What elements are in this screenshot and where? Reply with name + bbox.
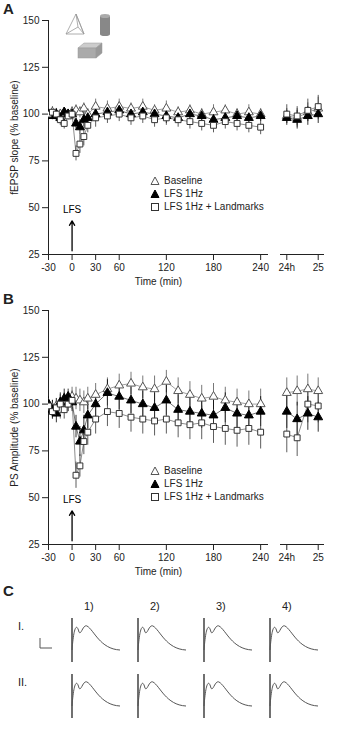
svg-text:0: 0 [69,262,75,273]
html-text:LFS 1Hz: LFS 1Hz [164,478,203,489]
svg-text:-30: -30 [41,552,56,563]
svg-text:24h: 24h [278,262,295,273]
svg-text:100: 100 [23,398,40,409]
svg-text:75: 75 [28,155,40,166]
svg-text:Time (min): Time (min) [135,276,182,287]
svg-text:150: 150 [23,305,40,316]
svg-text:150: 150 [23,15,40,26]
svg-text:LFS: LFS [63,204,82,215]
svg-text:30: 30 [90,262,102,273]
svg-text:100: 100 [23,108,40,119]
svg-text:fEPSP slope (% baseline): fEPSP slope (% baseline) [9,80,20,194]
svg-text:25: 25 [28,249,40,260]
svg-text:II.: II. [18,676,27,688]
svg-text:PS Amplitude (% baseline): PS Amplitude (% baseline) [9,368,20,486]
svg-text:30: 30 [90,552,102,563]
svg-text:25: 25 [313,552,325,563]
svg-text:3): 3) [216,600,226,612]
svg-text:60: 60 [114,552,126,563]
svg-text:1): 1) [84,600,94,612]
svg-text:125: 125 [23,62,40,73]
svg-text:C: C [3,582,14,599]
svg-text:240: 240 [252,552,269,563]
svg-text:24h: 24h [278,552,295,563]
html-text:Baseline: Baseline [164,175,203,186]
html-text:B: B [3,290,14,307]
html-text:LFS 1Hz: LFS 1Hz [164,188,203,199]
svg-text:4): 4) [282,600,292,612]
html-text:A: A [3,0,14,17]
svg-text:75: 75 [28,445,40,456]
svg-text:2): 2) [150,600,160,612]
svg-text:LFS: LFS [63,494,82,505]
svg-text:-30: -30 [41,262,56,273]
svg-text:180: 180 [205,262,222,273]
svg-text:I.: I. [18,620,24,632]
svg-text:120: 120 [158,552,175,563]
html-text:LFS 1Hz + Landmarks: LFS 1Hz + Landmarks [164,491,264,502]
svg-text:120: 120 [158,262,175,273]
html-text:LFS 1Hz + Landmarks: LFS 1Hz + Landmarks [164,201,264,212]
svg-text:125: 125 [23,352,40,363]
svg-text:180: 180 [205,552,222,563]
svg-text:0: 0 [69,552,75,563]
svg-text:50: 50 [28,492,40,503]
svg-text:25: 25 [28,539,40,550]
svg-text:60: 60 [114,262,126,273]
svg-text:50: 50 [28,202,40,213]
svg-text:240: 240 [252,262,269,273]
svg-text:25: 25 [313,262,325,273]
svg-text:Time (min): Time (min) [135,566,182,577]
html-text:Baseline: Baseline [164,465,203,476]
